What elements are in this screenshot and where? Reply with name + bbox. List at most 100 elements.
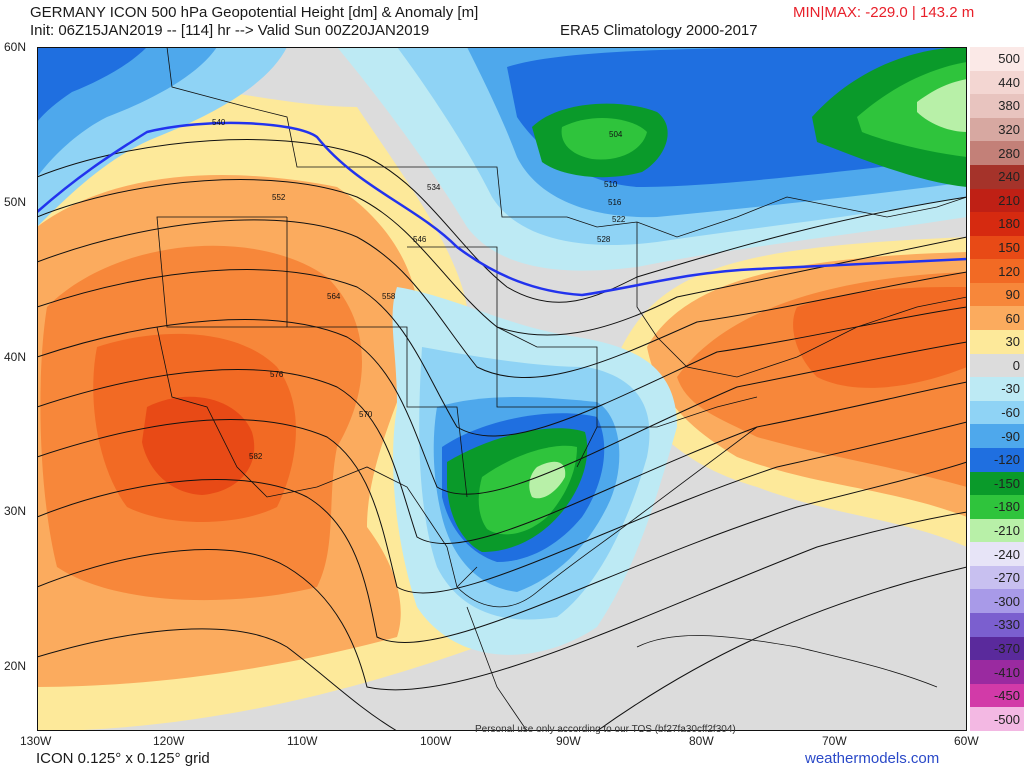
- legend-label: -120: [993, 452, 1020, 468]
- legend-swatch: 210: [970, 188, 1024, 213]
- lon-label-120w: 120W: [153, 734, 185, 748]
- legend-label: -30: [1001, 381, 1020, 397]
- legend-label: 0: [1012, 357, 1020, 373]
- contour-label-558: 558: [382, 292, 396, 301]
- legend-swatch: -150: [970, 471, 1024, 496]
- political-borders: [156, 47, 967, 731]
- legend-swatch: -370: [970, 636, 1024, 661]
- init-valid-time: Init: 06Z15JAN2019 -- [114] hr --> Valid…: [30, 22, 430, 39]
- legend-swatch: -330: [970, 613, 1024, 637]
- legend-swatch: 280: [970, 141, 1024, 165]
- legend-label: 280: [998, 145, 1020, 161]
- contour-label-534: 534: [427, 183, 441, 192]
- lon-label-130w: 130W: [20, 734, 52, 748]
- legend-label: -210: [993, 523, 1020, 538]
- contour-label-564: 564: [327, 292, 341, 301]
- legend-label: 440: [998, 74, 1020, 90]
- lat-label-30n: 30N: [4, 504, 27, 518]
- legend-label: -180: [993, 499, 1020, 515]
- legend-label: 30: [1005, 334, 1020, 350]
- contour-540-highlight: [37, 121, 967, 297]
- legend-swatch: 0: [970, 353, 1024, 378]
- legend-swatch: -270: [970, 565, 1024, 590]
- legend-swatch: 440: [970, 70, 1024, 95]
- legend-label: 150: [998, 239, 1020, 255]
- lon-label-110w: 110W: [287, 734, 318, 748]
- contour-label-504: 504: [609, 130, 623, 139]
- lat-label-20n: 20N: [4, 659, 27, 673]
- legend-swatch: -410: [970, 660, 1024, 684]
- legend-swatch: -60: [970, 400, 1024, 425]
- legend-swatch: 500: [970, 47, 1024, 71]
- legend-label: 320: [998, 122, 1020, 138]
- model-grid-label: ICON 0.125° x 0.125° grid: [36, 750, 210, 767]
- legend-swatch: -90: [970, 424, 1024, 448]
- contour-label-516: 516: [608, 198, 622, 207]
- map-title: GERMANY ICON 500 hPa Geopotential Height…: [30, 4, 479, 21]
- contour-label-522: 522: [612, 215, 626, 224]
- lon-label-70w: 70W: [822, 734, 847, 748]
- legend-label: -500: [993, 711, 1020, 727]
- climatology-label: ERA5 Climatology 2000-2017: [560, 22, 758, 39]
- anomaly-zone-neg210-trough: [529, 461, 566, 499]
- legend-label: -330: [993, 617, 1020, 633]
- legend-swatch: 180: [970, 212, 1024, 236]
- lat-label-50n: 50N: [4, 195, 27, 209]
- lat-label-60n: 60N: [4, 40, 27, 54]
- legend-swatch: 150: [970, 235, 1024, 260]
- contour-value-labels: 504 510 516 522 528 534 540 546 552 558 …: [212, 118, 626, 461]
- legend-swatch: 320: [970, 117, 1024, 142]
- legend-swatch: 60: [970, 306, 1024, 331]
- anomaly-zone-neg180-north: [561, 117, 647, 160]
- contour-label-546: 546: [413, 235, 427, 244]
- legend-swatch: 30: [970, 330, 1024, 354]
- lon-label-100w: 100W: [420, 734, 452, 748]
- contour-label-582: 582: [249, 452, 263, 461]
- legend-label: -60: [1001, 405, 1020, 421]
- contour-label-540: 540: [212, 118, 226, 127]
- legend-label: 500: [998, 51, 1020, 67]
- legend-label: 180: [998, 216, 1020, 232]
- legend-label: -450: [993, 688, 1020, 704]
- legend-label: -410: [993, 664, 1020, 680]
- legend-label: -240: [993, 546, 1020, 562]
- legend-swatch: -180: [970, 495, 1024, 519]
- height-contours: [37, 139, 967, 731]
- lon-label-80w: 80W: [689, 734, 714, 748]
- anomaly-zone-pos150: [142, 396, 255, 495]
- legend-label: -150: [993, 475, 1020, 491]
- lon-label-90w: 90W: [556, 734, 581, 748]
- legend-swatch: -210: [970, 518, 1024, 543]
- legend-label: 90: [1005, 287, 1020, 303]
- legend-swatch: -30: [970, 377, 1024, 401]
- legend-label: 210: [998, 192, 1020, 208]
- legend-swatch: 90: [970, 282, 1024, 307]
- anomaly-zone-pos120-east: [793, 287, 967, 388]
- map-frame: [37, 47, 967, 731]
- contour-label-528: 528: [597, 235, 611, 244]
- contour-label-576: 576: [270, 370, 284, 379]
- contour-label-552: 552: [272, 193, 286, 202]
- site-link[interactable]: weathermodels.com: [805, 750, 940, 767]
- legend-label: -270: [993, 570, 1020, 586]
- legend-label: 380: [998, 98, 1020, 114]
- legend-label: -300: [993, 593, 1020, 609]
- anomaly-zone-neg180-northeast: [857, 62, 967, 157]
- min-max-readout: MIN|MAX: -229.0 | 143.2 m: [793, 4, 975, 21]
- anomaly-zone-neg120-northwest: [37, 47, 147, 122]
- lon-label-60w: 60W: [954, 734, 979, 748]
- legend-swatch: -500: [970, 707, 1024, 731]
- legend-swatch: 380: [970, 94, 1024, 118]
- anomaly-map: 504 510 516 522 528 534 540 546 552 558 …: [37, 47, 967, 731]
- anomaly-legend: 500 440 380 320 280 240 210 180 150 120 90 60 30 0 -30…: [970, 47, 1024, 731]
- legend-swatch: -300: [970, 589, 1024, 614]
- legend-label: -370: [993, 640, 1020, 656]
- legend-swatch: -450: [970, 683, 1024, 708]
- legend-swatch: 120: [970, 259, 1024, 283]
- legend-label: 60: [1005, 310, 1020, 326]
- usage-notice: Personal use only according to our TOS (…: [475, 724, 736, 735]
- legend-label: -90: [1001, 428, 1020, 444]
- legend-label: 240: [998, 169, 1020, 185]
- contour-label-570: 570: [359, 410, 373, 419]
- contour-label-510: 510: [604, 180, 618, 189]
